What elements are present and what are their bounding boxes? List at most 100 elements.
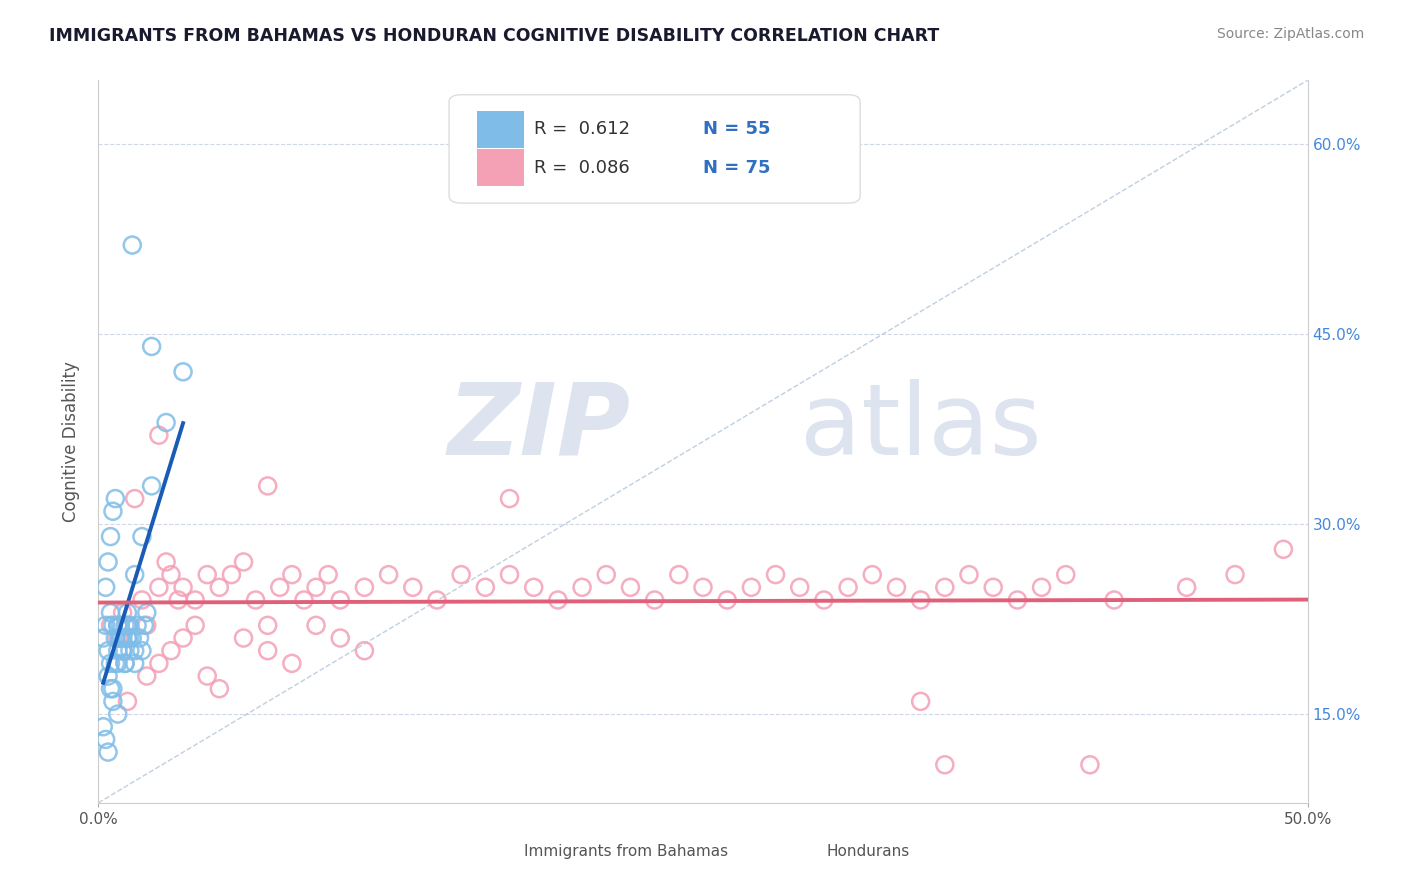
Point <box>813 593 835 607</box>
Point <box>107 707 129 722</box>
Point <box>644 593 666 607</box>
Point <box>101 618 124 632</box>
Text: Immigrants from Bahamas: Immigrants from Bahamas <box>524 845 728 859</box>
Point <box>1054 567 1077 582</box>
Point <box>104 631 127 645</box>
Point <box>571 580 593 594</box>
Point <box>184 618 207 632</box>
Point <box>1102 593 1125 607</box>
Point <box>329 593 352 607</box>
Point <box>172 580 194 594</box>
Point <box>426 593 449 607</box>
Point <box>910 694 932 708</box>
Point <box>619 580 641 594</box>
Point <box>108 631 131 645</box>
Text: IMMIGRANTS FROM BAHAMAS VS HONDURAN COGNITIVE DISABILITY CORRELATION CHART: IMMIGRANTS FROM BAHAMAS VS HONDURAN COGN… <box>49 27 939 45</box>
Point <box>117 618 139 632</box>
Point <box>100 606 122 620</box>
Point <box>523 580 546 594</box>
Point <box>184 593 207 607</box>
Point <box>141 479 163 493</box>
Point <box>329 631 352 645</box>
Point <box>91 720 114 734</box>
Point <box>402 580 425 594</box>
Point <box>172 631 194 645</box>
Text: N = 55: N = 55 <box>703 120 770 138</box>
Point <box>124 657 146 671</box>
Text: R =  0.086: R = 0.086 <box>534 159 630 177</box>
FancyBboxPatch shape <box>449 95 860 203</box>
Point <box>124 567 146 582</box>
Text: Source: ZipAtlas.com: Source: ZipAtlas.com <box>1216 27 1364 41</box>
FancyBboxPatch shape <box>477 111 524 148</box>
Point <box>124 491 146 506</box>
Point <box>114 657 136 671</box>
FancyBboxPatch shape <box>785 839 820 865</box>
Point <box>107 618 129 632</box>
Point <box>111 643 134 657</box>
Point <box>160 643 183 657</box>
Point <box>114 657 136 671</box>
Point <box>91 631 114 645</box>
FancyBboxPatch shape <box>482 839 517 865</box>
Point <box>195 567 218 582</box>
Point <box>172 365 194 379</box>
Point <box>107 657 129 671</box>
Point <box>121 631 143 645</box>
Point <box>111 643 134 657</box>
Point <box>256 479 278 493</box>
Point <box>101 504 124 518</box>
Point <box>141 339 163 353</box>
Point <box>135 669 157 683</box>
Point <box>100 657 122 671</box>
Point <box>148 428 170 442</box>
Point <box>910 593 932 607</box>
Point <box>256 618 278 632</box>
Point <box>692 580 714 594</box>
Point <box>101 694 124 708</box>
Text: ZIP: ZIP <box>447 378 630 475</box>
Point <box>789 580 811 594</box>
Point <box>111 606 134 620</box>
Point <box>117 606 139 620</box>
Text: Hondurans: Hondurans <box>827 845 910 859</box>
Point <box>1175 580 1198 594</box>
Point <box>118 631 141 645</box>
Point <box>94 732 117 747</box>
Point <box>292 593 315 607</box>
Point <box>131 593 153 607</box>
Point <box>765 567 787 582</box>
Point <box>135 606 157 620</box>
FancyBboxPatch shape <box>477 149 524 186</box>
Point <box>118 643 141 657</box>
Point <box>886 580 908 594</box>
Point <box>837 580 859 594</box>
Text: atlas: atlas <box>800 378 1042 475</box>
Point <box>114 618 136 632</box>
Point <box>107 618 129 632</box>
Point <box>740 580 762 594</box>
Point <box>256 643 278 657</box>
Point <box>716 593 738 607</box>
Point <box>94 618 117 632</box>
Point <box>100 530 122 544</box>
Point <box>498 567 520 582</box>
Point <box>668 567 690 582</box>
Point <box>155 555 177 569</box>
Point <box>148 657 170 671</box>
Point <box>281 657 304 671</box>
Text: R =  0.612: R = 0.612 <box>534 120 630 138</box>
Y-axis label: Cognitive Disability: Cognitive Disability <box>62 361 80 522</box>
Point <box>131 643 153 657</box>
Point <box>128 631 150 645</box>
Point <box>981 580 1004 594</box>
Point <box>281 567 304 582</box>
Point <box>100 618 122 632</box>
Point <box>353 643 375 657</box>
Point <box>934 580 956 594</box>
Point <box>316 567 339 582</box>
Point <box>127 618 149 632</box>
Point <box>111 631 134 645</box>
Point <box>1272 542 1295 557</box>
Point <box>111 643 134 657</box>
